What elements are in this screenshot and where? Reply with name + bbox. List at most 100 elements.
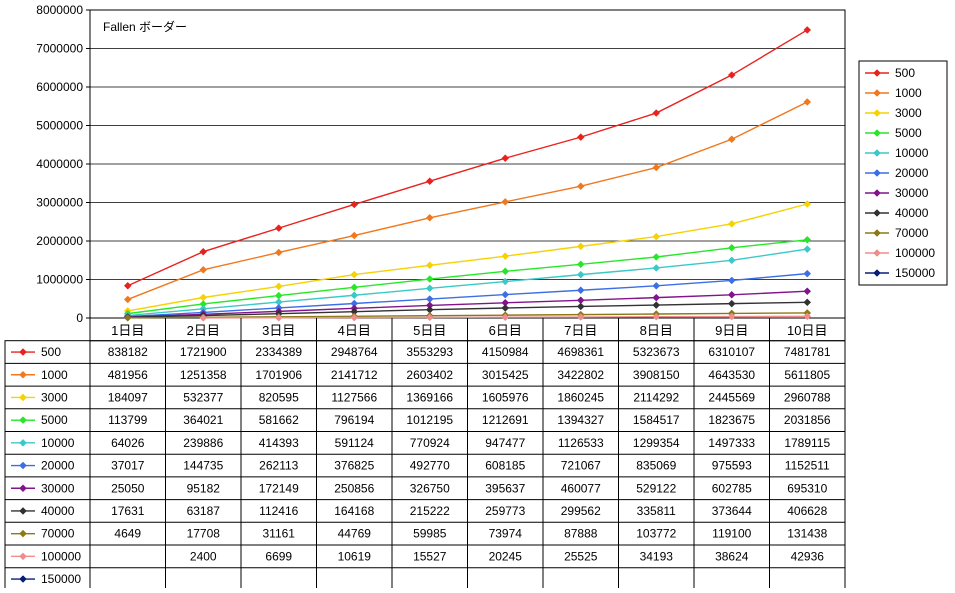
table-cell: 3908150: [633, 368, 680, 382]
series-line-30000: [127, 290, 808, 318]
table-cell: 3422802: [557, 368, 604, 382]
table-cell: 25050: [111, 481, 145, 495]
category-label: 8日目: [640, 323, 673, 338]
point-500: [576, 133, 585, 141]
table-cell: 6310107: [708, 345, 755, 359]
table-key-marker-500: [19, 348, 27, 356]
table-cell: 2960788: [784, 390, 831, 404]
table-key-marker-150000: [19, 575, 27, 583]
table-cell: 59985: [413, 527, 447, 541]
table-cell: 87888: [564, 527, 598, 541]
table-key-marker-10000: [19, 438, 27, 447]
legend-marker-20000: [873, 169, 881, 177]
point-10000: [803, 245, 812, 253]
point-100000: [274, 313, 283, 322]
point-500: [501, 154, 510, 163]
point-500: [425, 177, 434, 186]
point-5000: [350, 283, 359, 292]
table-key-marker-30000: [19, 484, 27, 493]
table-cell: 1605976: [482, 390, 529, 404]
table-row-label: 70000: [41, 527, 75, 541]
table-row-label: 5000: [41, 413, 68, 427]
table-cell: 1860245: [557, 390, 604, 404]
category-label: 7日目: [564, 323, 597, 338]
table-cell: 144735: [183, 459, 223, 473]
table-cell: 602785: [712, 481, 752, 495]
series-line-10000: [127, 248, 808, 317]
category-label: 9日目: [715, 323, 748, 338]
category-label: 3日目: [262, 323, 295, 338]
table-cell: 64026: [111, 436, 145, 450]
y-tick-label: 6000000: [36, 80, 83, 94]
legend-label-3000: 3000: [895, 106, 922, 120]
table-cell: 373644: [712, 504, 752, 518]
table-cell: 820595: [259, 390, 299, 404]
table-cell: 1369166: [406, 390, 453, 404]
point-30000: [803, 287, 812, 296]
series-line-3000: [127, 203, 808, 312]
y-tick-label: 4000000: [36, 157, 83, 171]
table-cell: 6699: [265, 549, 292, 563]
series-line-20000: [127, 272, 808, 318]
table-cell: 38624: [715, 549, 749, 563]
table-cell: 608185: [485, 459, 525, 473]
point-100000: [425, 313, 434, 322]
table-row-label: 500: [41, 345, 61, 359]
point-3000: [652, 232, 661, 241]
legend-marker-150000: [873, 269, 881, 277]
point-100000: [199, 314, 208, 322]
table-cell: 239886: [183, 436, 223, 450]
y-tick-label: 3000000: [36, 196, 83, 210]
table-row-label: 30000: [41, 481, 75, 495]
table-cell: 250856: [334, 481, 374, 495]
table-row-label: 3000: [41, 390, 68, 404]
table-cell: 414393: [259, 436, 299, 450]
table-cell: 1012195: [406, 413, 453, 427]
point-100000: [727, 312, 736, 321]
table-cell: 2445569: [708, 390, 755, 404]
table-cell: 838182: [108, 345, 148, 359]
point-3000: [274, 282, 283, 291]
table-cell: 481956: [108, 368, 148, 382]
table-cell: 215222: [410, 504, 450, 518]
point-100000: [501, 313, 510, 322]
legend-label-1000: 1000: [895, 86, 922, 100]
table-cell: 835069: [636, 459, 676, 473]
table-cell: 131438: [787, 527, 827, 541]
point-30000: [652, 293, 661, 302]
table-cell: 3015425: [482, 368, 529, 382]
table-cell: 721067: [561, 459, 601, 473]
table-cell: 2948764: [331, 345, 378, 359]
table-cell: 1152511: [785, 459, 830, 473]
point-5000: [727, 243, 736, 252]
table-cell: 25525: [564, 549, 598, 563]
point-1000: [350, 231, 359, 240]
table-cell: 1497333: [708, 436, 755, 450]
series-line-5000: [127, 239, 808, 315]
point-1000: [652, 163, 661, 172]
point-1000: [274, 248, 283, 257]
table-cell: 2603402: [406, 368, 453, 382]
table-cell: 73974: [489, 527, 523, 541]
table-cell: 299562: [561, 504, 601, 518]
table-key-marker-1000: [19, 370, 27, 379]
point-1000: [199, 265, 208, 274]
table-cell: 44769: [338, 527, 372, 541]
point-500: [727, 71, 736, 79]
point-500: [123, 281, 132, 290]
point-1000: [501, 198, 510, 206]
table-cell: 1394327: [557, 413, 604, 427]
legend-label-10000: 10000: [895, 146, 929, 160]
category-label: 1日目: [111, 323, 144, 338]
table-cell: 2114292: [633, 390, 679, 404]
legend-label-70000: 70000: [895, 226, 929, 240]
point-5000: [576, 260, 585, 269]
point-100000: [350, 313, 359, 322]
point-100000: [803, 312, 812, 321]
table-row-label: 1000: [41, 368, 68, 382]
legend-marker-3000: [873, 109, 881, 117]
table-row-label: 20000: [41, 459, 75, 473]
table-cell: 326750: [410, 481, 450, 495]
series-line-500: [127, 29, 808, 287]
